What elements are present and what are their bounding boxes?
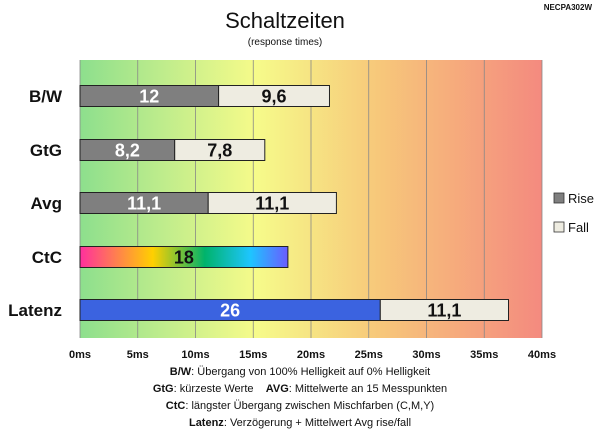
note-key: GtG [152,383,174,395]
bar-label-fall: 7,8 [207,141,232,161]
chart-subtitle: (response times) [248,37,322,48]
x-tick-label: 25ms [355,349,383,361]
bar-fall [174,139,266,161]
note-sep: : [185,400,192,412]
bar-label-rise: 8,2 [115,141,140,161]
note-text: längster Übergang zwischen Mischfarben (… [191,400,435,412]
note-text: Übergang von 100% Helligkeit auf 0% Hell… [197,366,431,378]
note-sep: : [173,383,180,395]
bar-label-rise: 11,1 [127,194,161,214]
category-label: Avg [31,194,63,213]
x-axis-ticks: 0ms 5ms 10ms 15ms 20ms 25ms 30ms 35ms 40ms [69,349,556,361]
bar-label-rise: 12 [139,87,159,107]
chart-title: Schaltzeiten [225,8,345,33]
x-tick-label: 10ms [181,349,209,361]
bar-label-rise: 26 [220,301,240,321]
note-text: kürzeste Werte [179,383,254,395]
category-labels: B/W GtG Avg CtC Latenz [8,87,63,320]
x-tick-label: 15ms [239,349,267,361]
bar-fall [207,192,337,214]
model-label: NECPA302W [544,3,593,12]
x-tick-label: 5ms [127,349,149,361]
note-text: Verzögerung + Mittelwert Avg rise/fall [229,417,412,429]
bar-rise [79,246,289,268]
note-bw: B/W: Übergang von 100% Helligkeit auf 0%… [0,364,600,381]
note-gtg-avg: GtG: kürzeste Werte AVG: Mittelwerte an … [0,381,600,398]
x-tick-label: 0ms [69,349,91,361]
footnotes: B/W: Übergang von 100% Helligkeit auf 0%… [0,364,600,432]
bar-label-fall: 11,1 [427,301,461,321]
bars: 12 9,6 8,2 7,8 11,1 11,1 18 26 11,1 [79,85,510,321]
legend: Rise Fall [553,191,594,235]
x-tick-label: 30ms [412,349,440,361]
bar-label-fall: 11,1 [255,194,289,214]
note-sep: : [288,383,295,395]
note-sep: : [191,366,198,378]
x-tick-label: 20ms [297,349,325,361]
x-tick-label: 35ms [470,349,498,361]
bar-label-rise: 18 [174,248,194,268]
bar-label-fall: 9,6 [262,87,287,107]
note-key: AVG [265,383,289,395]
note-key: B/W [169,366,192,378]
legend-label-rise: Rise [568,191,594,206]
legend-swatch-rise [553,192,565,204]
note-latenz: Latenz: Verzögerung + Mittelwert Avg ris… [0,415,600,432]
category-label: GtG [30,141,62,160]
x-tick-label: 40ms [528,349,556,361]
bar-fall [218,85,330,107]
legend-label-fall: Fall [568,220,589,235]
note-key: Latenz [188,417,224,429]
note-ctc: CtC: längster Übergang zwischen Mischfar… [0,398,600,415]
note-key: CtC [165,400,186,412]
note-sep: : [223,417,230,429]
note-text: Mittelwerte an 15 Messpunkten [294,383,448,395]
legend-swatch-fall [553,221,565,233]
category-label: B/W [29,87,63,106]
category-label: Latenz [8,301,62,320]
category-label: CtC [32,248,62,267]
bar-fall [379,299,510,321]
